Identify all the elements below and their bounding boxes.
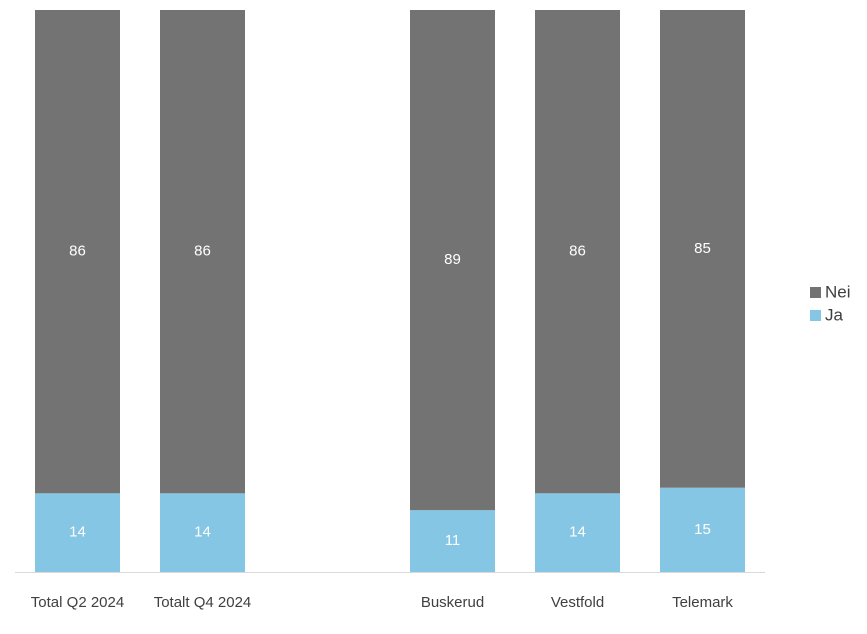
legend-label: Ja [825, 305, 844, 324]
data-label: 85 [694, 240, 711, 257]
data-label: 86 [194, 243, 211, 260]
x-tick-label: Telemark [672, 594, 733, 611]
data-label: 86 [69, 243, 86, 260]
legend-label: Nei [825, 282, 851, 301]
bar-segment [35, 493, 120, 572]
bar-segment [160, 10, 245, 494]
bar-segment [35, 10, 120, 494]
data-label: 15 [694, 521, 711, 538]
bar-segment [660, 10, 745, 488]
bar-segment [410, 510, 495, 572]
x-tick-label: Vestfold [551, 594, 604, 611]
legend-swatch [810, 287, 821, 298]
data-label: 89 [444, 251, 461, 268]
data-label: 11 [445, 532, 461, 549]
data-label: 14 [569, 524, 586, 541]
x-tick-label: Total Q2 2024 [31, 594, 124, 611]
bar-segment [160, 493, 245, 572]
x-tick-label: Buskerud [421, 594, 484, 611]
data-label: 86 [569, 243, 586, 260]
x-tick-label: Totalt Q4 2024 [154, 594, 252, 611]
bar-segment [535, 10, 620, 494]
bar-segment [660, 487, 745, 572]
data-label: 14 [69, 524, 86, 541]
bar-segment [535, 493, 620, 572]
bar-segment [410, 10, 495, 511]
data-label: 14 [194, 524, 211, 541]
legend-swatch [810, 310, 821, 321]
